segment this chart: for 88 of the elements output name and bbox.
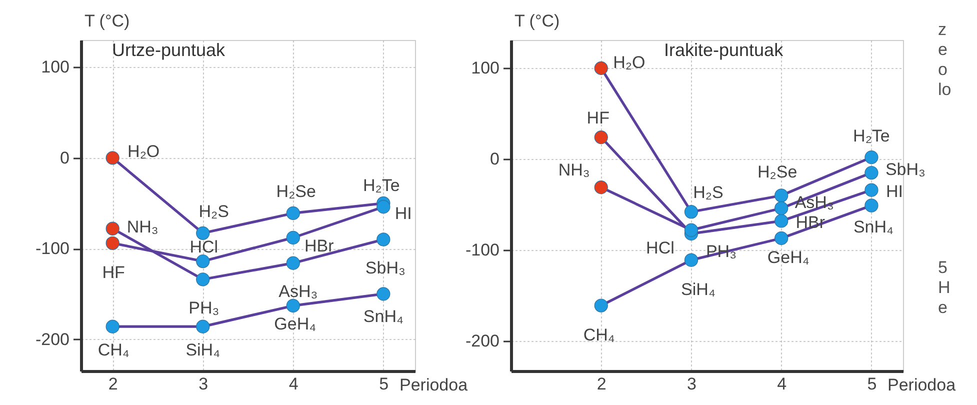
annotation: NH₃ <box>126 218 158 237</box>
point <box>684 223 698 237</box>
annotation: H₂Te <box>362 176 400 196</box>
point <box>106 236 120 250</box>
point <box>106 222 120 236</box>
annotation: SiH₄ <box>186 340 220 360</box>
annotation: SbH₃ <box>885 160 926 179</box>
y-axis-title: T (°C) <box>514 12 560 30</box>
x-axis-title: Periodoa <box>400 376 468 394</box>
annotation: GeH₄ <box>767 248 810 268</box>
annotation: CH₄ <box>98 340 130 360</box>
point <box>196 226 210 240</box>
x-tick-label: 4 <box>288 374 298 394</box>
x-tick-label: 2 <box>108 374 118 394</box>
point <box>774 188 788 202</box>
annotation: H₂O <box>613 53 646 72</box>
y-tick-label: -100 <box>465 240 500 260</box>
x-tick-label: 5 <box>379 374 389 394</box>
annotation: HCl <box>646 238 674 258</box>
annotation: HBr <box>304 236 334 256</box>
annotation: GeH₄ <box>274 314 316 334</box>
annotation: HCl <box>190 237 218 256</box>
x-axis-title: Periodoa <box>888 376 956 394</box>
point <box>286 230 300 244</box>
annotation: H₂Te <box>853 126 890 146</box>
point <box>774 201 788 216</box>
point <box>376 232 390 246</box>
point <box>106 151 120 165</box>
annotation: NH₃ <box>558 160 590 180</box>
x-tick-label: 3 <box>686 374 696 394</box>
y-tick-label: 0 <box>60 148 70 168</box>
point <box>774 231 788 246</box>
annotation: SbH₃ <box>365 258 406 278</box>
annotation: HI <box>394 204 412 223</box>
point <box>286 206 300 220</box>
y-tick-label: 0 <box>490 150 500 169</box>
x-tick-label: 2 <box>596 374 606 394</box>
annotation: AsH₃ <box>278 282 318 302</box>
text: 5 <box>938 258 948 278</box>
x-tick-label: 4 <box>777 374 787 394</box>
point <box>594 130 608 144</box>
y-tick-label: -100 <box>35 239 70 258</box>
text: lo <box>938 80 952 100</box>
text: z <box>938 20 948 40</box>
point <box>594 298 608 312</box>
annotation: H₂Se <box>758 162 798 182</box>
y-axis-title: T (°C) <box>84 12 130 30</box>
annotation: HI <box>886 182 903 202</box>
annotation: H₂O <box>128 142 160 161</box>
point <box>684 205 698 219</box>
point <box>286 298 300 313</box>
point <box>864 198 878 212</box>
text: e <box>938 40 948 60</box>
chart-title: Urtze-puntuak <box>112 40 226 60</box>
annotation: H₂S <box>198 202 229 222</box>
point <box>376 200 390 214</box>
x-tick-label: 3 <box>198 374 208 394</box>
text: e <box>938 298 948 318</box>
point <box>286 256 300 270</box>
annotation: SnH₄ <box>853 218 894 236</box>
annotation: H₂S <box>693 182 724 202</box>
text: H <box>938 278 952 298</box>
point <box>594 180 608 194</box>
point <box>196 272 210 286</box>
annotation: H₂Se <box>276 182 316 202</box>
y-tick-label: 100 <box>471 58 500 78</box>
chart-title: Irakite-puntuak <box>664 40 784 60</box>
annotation: SnH₄ <box>363 306 404 326</box>
point <box>196 320 210 334</box>
point <box>864 183 878 197</box>
point <box>594 61 608 75</box>
point <box>864 166 878 180</box>
point <box>106 320 120 334</box>
y-tick-label: 100 <box>41 58 70 77</box>
x-tick-label: 5 <box>867 374 877 394</box>
annotation: HF <box>586 108 610 128</box>
point <box>376 287 390 301</box>
y-tick-label: -200 <box>35 330 70 349</box>
annotation: CH₄ <box>583 326 615 345</box>
point <box>684 253 698 267</box>
point <box>196 254 210 268</box>
annotation: PH₃ <box>188 298 220 318</box>
point <box>864 150 878 164</box>
annotation: HF <box>102 263 125 282</box>
annotation: SiH₄ <box>681 280 716 300</box>
point <box>774 214 788 228</box>
text: o <box>938 60 948 80</box>
y-tick-label: -200 <box>465 331 500 350</box>
